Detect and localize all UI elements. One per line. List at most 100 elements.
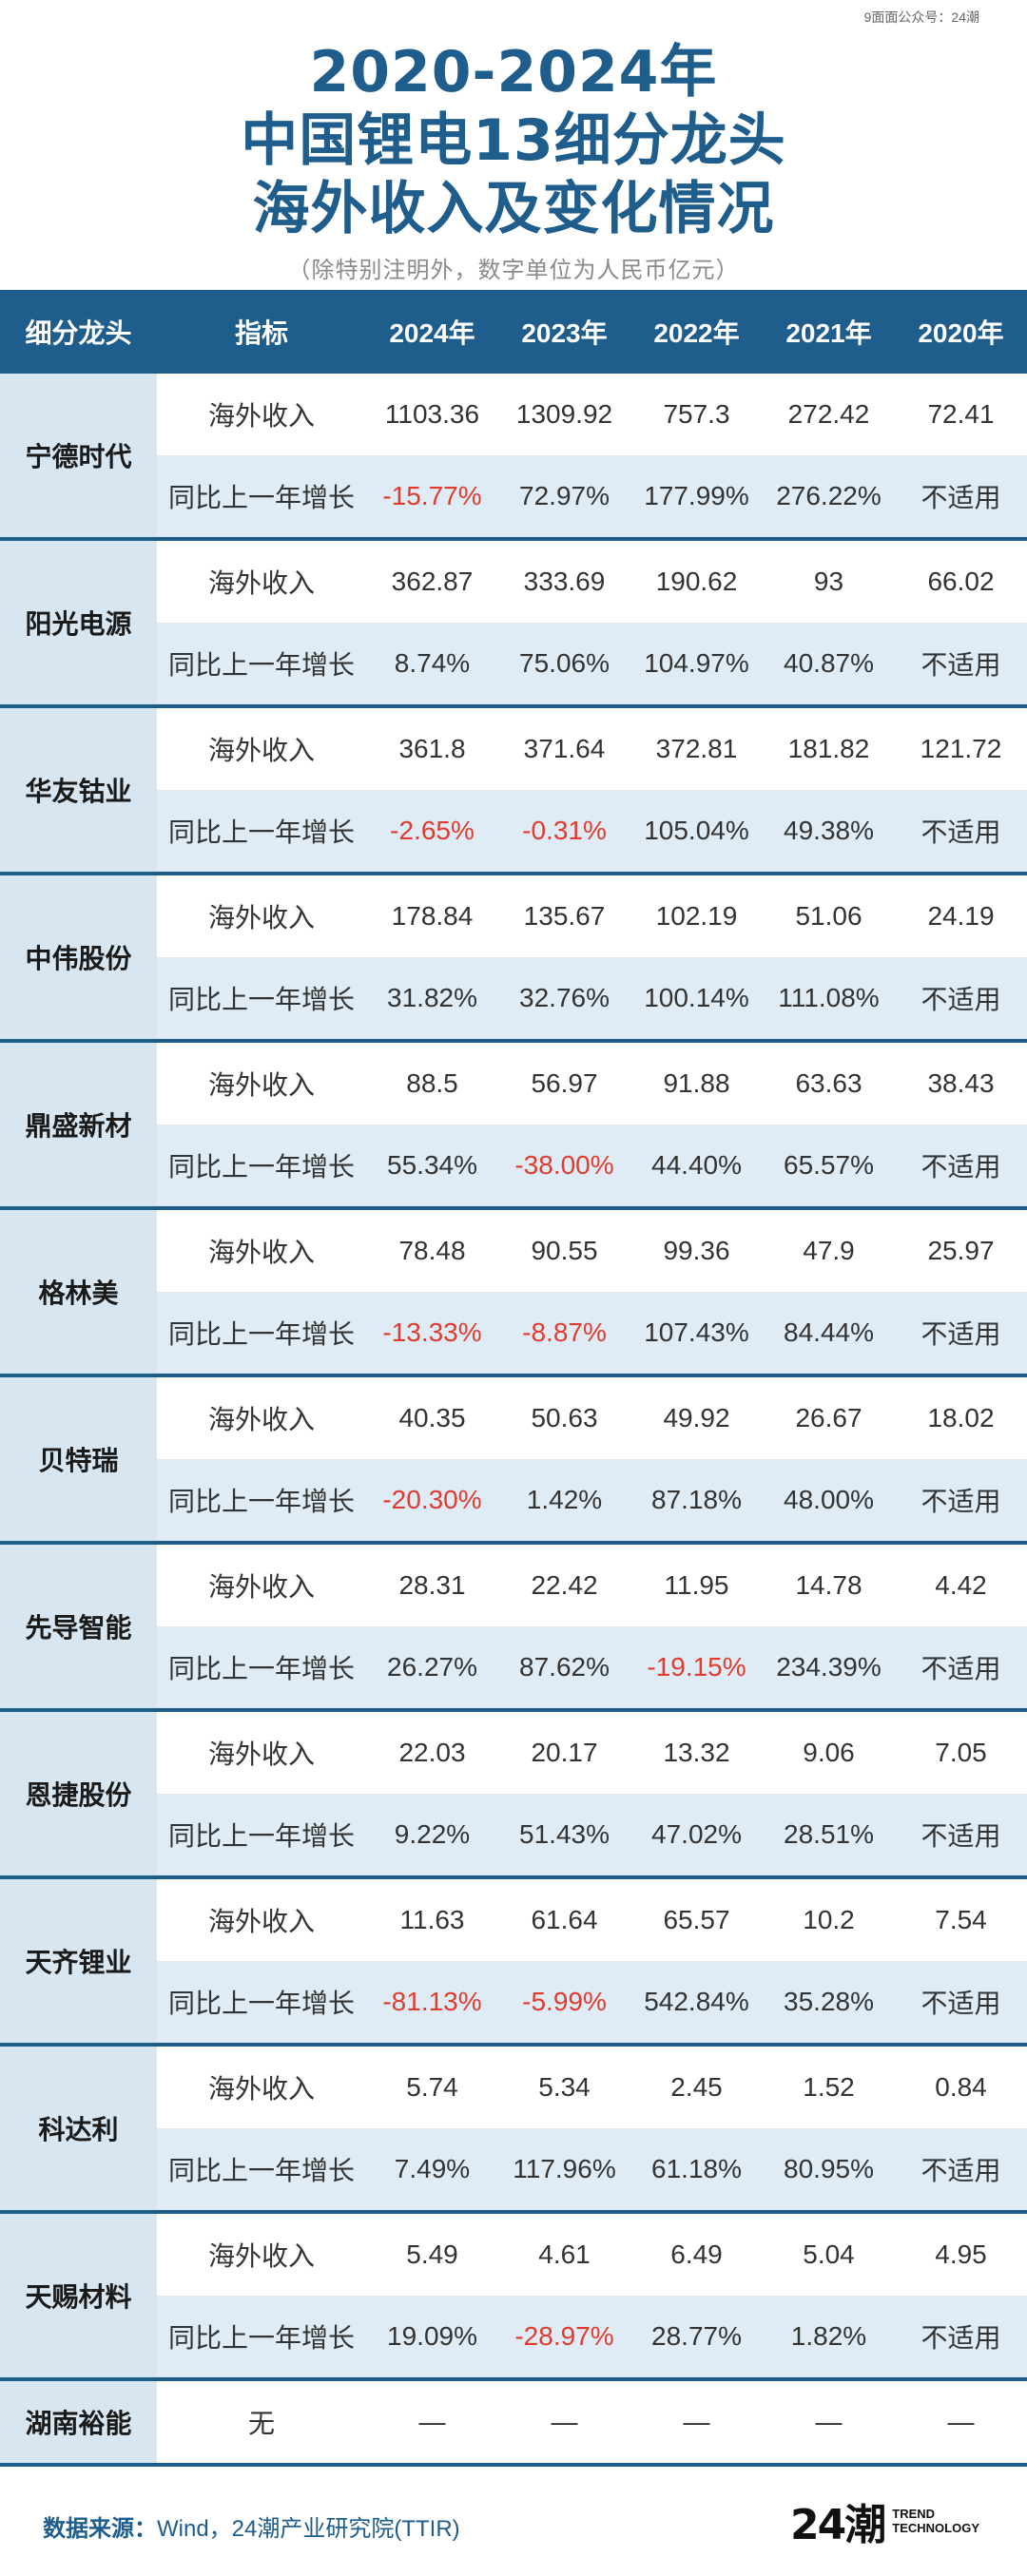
revenue-cell: 20.17	[498, 1710, 630, 1794]
company-name: 中伟股份	[0, 874, 157, 1043]
revenue-cell: 50.63	[498, 1375, 630, 1459]
growth-cell: 不适用	[895, 1794, 1027, 1879]
empty-value-cell: —	[763, 2379, 895, 2467]
unit-note: （除特别注明外，数字单位为人民币亿元）	[287, 258, 740, 283]
revenue-cell: 13.32	[630, 1710, 763, 1794]
empty-value-cell: —	[895, 2379, 1027, 2467]
revenue-cell: 28.31	[366, 1543, 498, 1626]
table-row-growth: 同比上一年增长 -2.65% -0.31% 105.04% 49.38% 不适用	[0, 790, 1027, 875]
revenue-cell: 22.03	[366, 1710, 498, 1794]
revenue-cell: 372.81	[630, 706, 763, 790]
growth-cell: 31.82%	[366, 957, 498, 1043]
revenue-cell: 5.49	[366, 2212, 498, 2296]
company-name: 天赐材料	[0, 2212, 157, 2381]
growth-cell: 276.22%	[763, 455, 895, 541]
revenue-cell: 47.9	[763, 1208, 895, 1292]
growth-cell: 不适用	[895, 2128, 1027, 2214]
growth-cell: 234.39%	[763, 1626, 895, 1712]
growth-cell: 19.09%	[366, 2296, 498, 2381]
indicator-label: 海外收入	[157, 2212, 366, 2296]
header-row: 细分龙头 指标 2024年 2023年 2022年 2021年 2020年	[0, 290, 1027, 374]
indicator-label: 同比上一年增长	[157, 1961, 366, 2047]
growth-cell: 72.97%	[498, 455, 630, 541]
growth-cell: -15.77%	[366, 455, 498, 541]
growth-cell: -19.15%	[630, 1626, 763, 1712]
growth-cell: 不适用	[895, 1459, 1027, 1545]
revenue-cell: 14.78	[763, 1543, 895, 1626]
indicator-label: 同比上一年增长	[157, 1292, 366, 1377]
table-row-revenue: 宁德时代 海外收入 1103.36 1309.92 757.3 272.42 72.41	[0, 374, 1027, 541]
revenue-cell: 4.95	[895, 2212, 1027, 2296]
revenue-cell: 56.97	[498, 1041, 630, 1125]
table-row-growth: 同比上一年增长 26.27% 87.62% -19.15% 234.39% 不适用	[0, 1626, 1027, 1712]
table-row-revenue: 阳光电源 海外收入 362.87 333.69 190.62 93 66.02	[0, 539, 1027, 708]
growth-cell: 26.27%	[366, 1626, 498, 1712]
revenue-cell: 1309.92	[498, 374, 630, 455]
growth-cell: -2.65%	[366, 790, 498, 875]
indicator-label: 海外收入	[157, 706, 366, 790]
table-row-revenue: 中伟股份 海外收入 178.84 135.67 102.19 51.06 24.19	[0, 874, 1027, 1043]
table-body: 宁德时代 海外收入 1103.36 1309.92 757.3 272.42 72.41 同比…	[0, 374, 1027, 2467]
revenue-cell: 1.52	[763, 2045, 895, 2128]
title-block: 2020-2024年 中国锂电13细分龙头 海外收入及变化情况 （除特别注明外，…	[0, 0, 1027, 284]
revenue-cell: 72.41	[895, 374, 1027, 455]
revenue-cell: 6.49	[630, 2212, 763, 2296]
company-name: 科达利	[0, 2045, 157, 2214]
revenue-cell: 757.3	[630, 374, 763, 455]
revenue-cell: 333.69	[498, 539, 630, 623]
table-row-growth: 同比上一年增长 7.49% 117.96% 61.18% 80.95% 不适用	[0, 2128, 1027, 2214]
growth-cell: 32.76%	[498, 957, 630, 1043]
revenue-cell: 5.74	[366, 2045, 498, 2128]
empty-value-cell: —	[366, 2379, 498, 2467]
revenue-cell: 93	[763, 539, 895, 623]
growth-cell: -8.87%	[498, 1292, 630, 1377]
indicator-label: 同比上一年增长	[157, 957, 366, 1043]
table-row-growth: 同比上一年增长 -81.13% -5.99% 542.84% 35.28% 不适用	[0, 1961, 1027, 2047]
growth-cell: 65.57%	[763, 1125, 895, 1210]
growth-cell: 177.99%	[630, 455, 763, 541]
growth-cell: -20.30%	[366, 1459, 498, 1545]
column-header-4: 2022年	[630, 290, 763, 374]
revenue-cell: 361.8	[366, 706, 498, 790]
growth-cell: 不适用	[895, 2296, 1027, 2381]
growth-cell: 51.43%	[498, 1794, 630, 1879]
growth-cell: 49.38%	[763, 790, 895, 875]
column-header-1: 指标	[157, 290, 366, 374]
growth-cell: 75.06%	[498, 623, 630, 708]
revenue-cell: 5.34	[498, 2045, 630, 2128]
revenue-cell: 22.42	[498, 1543, 630, 1626]
growth-cell: 不适用	[895, 957, 1027, 1043]
company-name: 湖南裕能	[0, 2379, 157, 2467]
revenue-cell: 11.63	[366, 1877, 498, 1961]
growth-cell: 不适用	[895, 1626, 1027, 1712]
revenue-cell: 121.72	[895, 706, 1027, 790]
growth-cell: 不适用	[895, 623, 1027, 708]
growth-cell: -5.99%	[498, 1961, 630, 2047]
table-row-revenue: 天齐锂业 海外收入 11.63 61.64 65.57 10.2 7.54	[0, 1877, 1027, 2047]
indicator-label: 同比上一年增长	[157, 2128, 366, 2214]
empty-value-cell: —	[630, 2379, 763, 2467]
title-line-1: 2020-2024年	[309, 39, 718, 106]
revenue-cell: 5.04	[763, 2212, 895, 2296]
title-line-2: 中国锂电13细分龙头	[241, 107, 786, 174]
table-row-revenue: 格林美 海外收入 78.48 90.55 99.36 47.9 25.97	[0, 1208, 1027, 1377]
company-name: 宁德时代	[0, 374, 157, 541]
growth-cell: 111.08%	[763, 957, 895, 1043]
revenue-cell: 362.87	[366, 539, 498, 623]
revenue-cell: 78.48	[366, 1208, 498, 1292]
title-line-3: 海外收入及变化情况	[252, 176, 775, 242]
revenue-cell: 4.61	[498, 2212, 630, 2296]
company-name: 鼎盛新材	[0, 1041, 157, 1210]
indicator-label: 海外收入	[157, 1543, 366, 1626]
growth-cell: 9.22%	[366, 1794, 498, 1879]
growth-cell: -13.33%	[366, 1292, 498, 1377]
revenue-cell: 63.63	[763, 1041, 895, 1125]
column-header-5: 2021年	[763, 290, 895, 374]
indicator-label: 海外收入	[157, 1375, 366, 1459]
indicator-label: 同比上一年增长	[157, 1626, 366, 1712]
indicator-label: 海外收入	[157, 1710, 366, 1794]
growth-cell: 28.51%	[763, 1794, 895, 1879]
logo-text: TREND TECHNOLOGY	[892, 2507, 979, 2535]
indicator-label: 海外收入	[157, 374, 366, 455]
table-row-growth: 同比上一年增长 19.09% -28.97% 28.77% 1.82% 不适用	[0, 2296, 1027, 2381]
